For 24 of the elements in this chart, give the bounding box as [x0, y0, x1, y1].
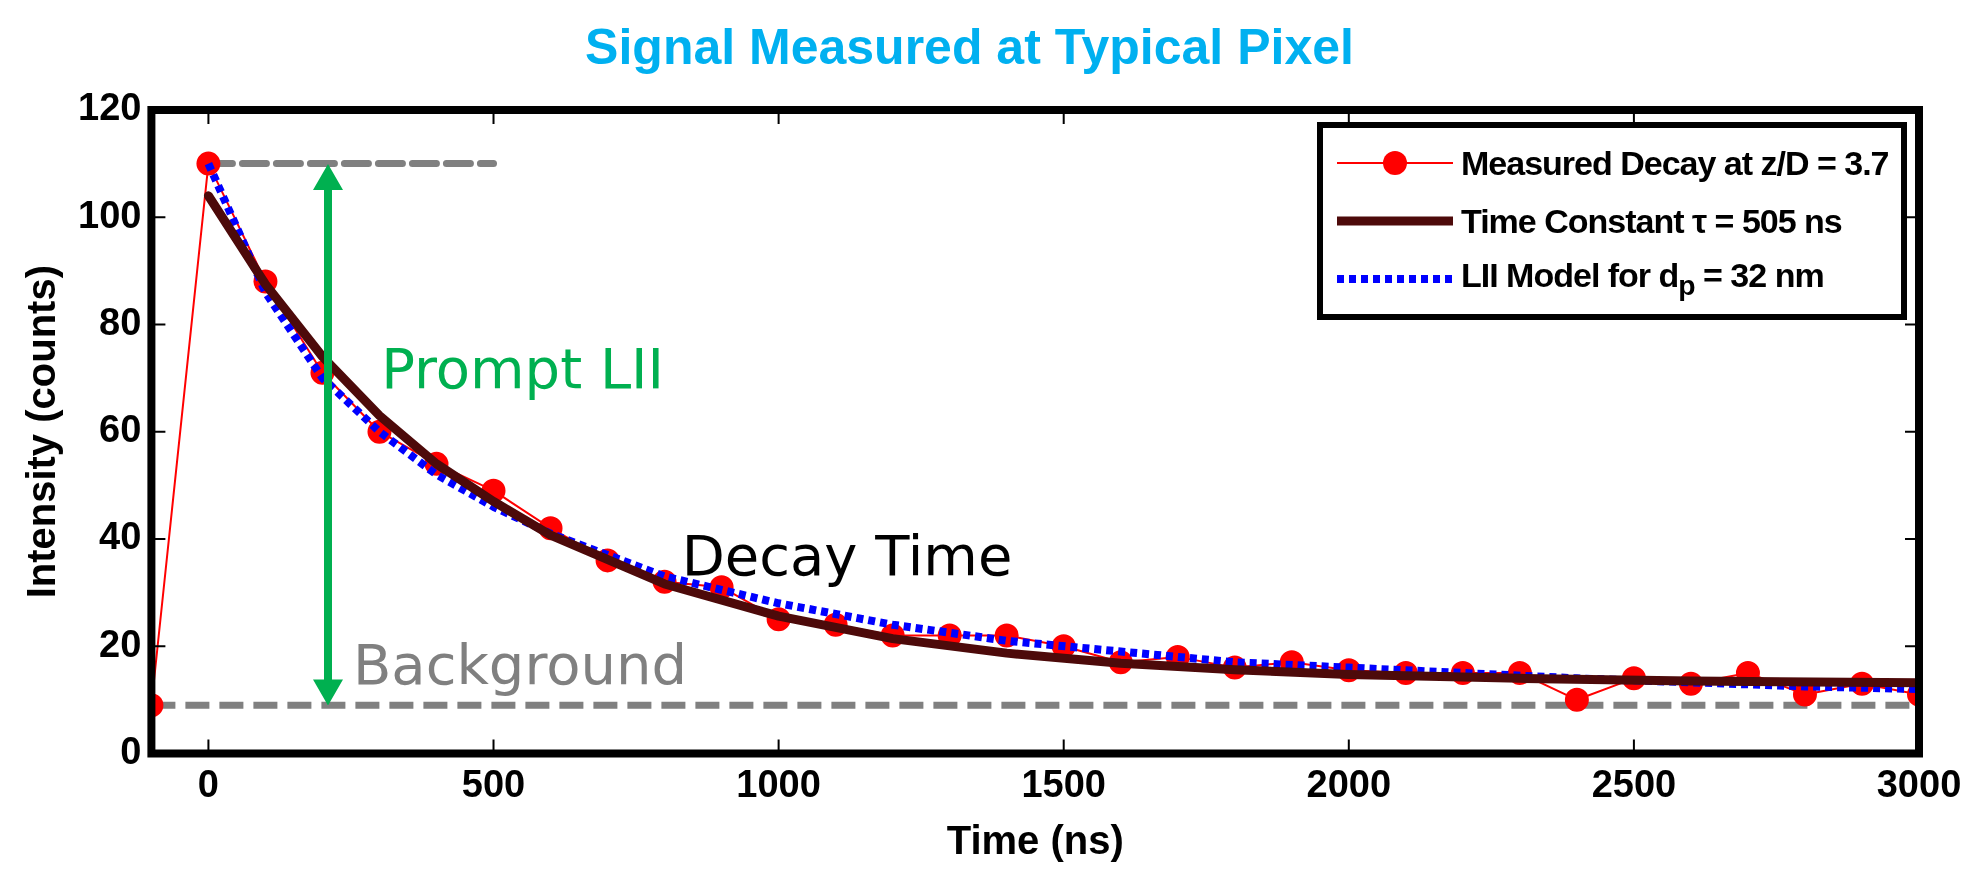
ref-line-label: Background: [352, 631, 687, 697]
y-tick-label: 100: [78, 193, 142, 236]
legend-label: Time Constant τ = 505 ns: [1461, 201, 1842, 241]
x-tick-label: 1500: [1021, 762, 1106, 805]
legend-label: Measured Decay at z/D = 3.7: [1461, 143, 1889, 183]
y-tick-label: 20: [99, 622, 142, 665]
x-tick-label: 2500: [1591, 762, 1677, 805]
chart-title: Signal Measured at Typical Pixel: [585, 18, 1354, 75]
y-tick-label: 40: [99, 515, 142, 558]
annotation: Prompt LII: [381, 336, 665, 402]
x-tick-label: 1000: [736, 762, 821, 805]
y-tick-label: 0: [120, 729, 142, 772]
x-tick-label: 2000: [1306, 762, 1392, 805]
legend-label: LII Model for d$_{p}$ = 32 nm: [1461, 256, 1824, 302]
x-tick-label: 500: [461, 762, 526, 805]
y-axis-title: Intensity (counts): [19, 265, 64, 599]
y-tick-label: 80: [99, 300, 142, 343]
point: [1564, 687, 1589, 712]
annotation: Decay Time: [681, 522, 1013, 588]
x-axis-title: Time (ns): [946, 818, 1124, 863]
x-tick-label: 3000: [1876, 762, 1962, 805]
y-tick-label: 120: [78, 86, 142, 129]
x-tick-label: 0: [197, 762, 219, 805]
y-tick-label: 60: [99, 408, 142, 451]
